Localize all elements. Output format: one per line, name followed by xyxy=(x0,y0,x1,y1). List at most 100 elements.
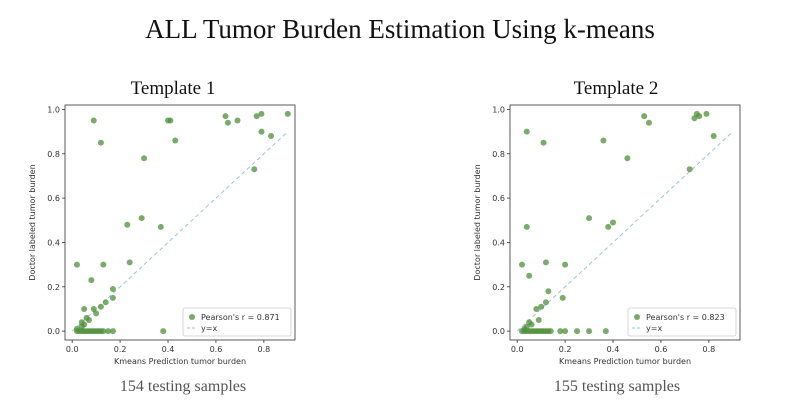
data-point xyxy=(160,328,167,335)
data-point xyxy=(641,113,648,120)
data-point xyxy=(157,223,164,230)
data-point xyxy=(138,215,145,222)
data-point xyxy=(542,299,549,306)
data-point xyxy=(167,117,174,124)
x-axis-label: Kmeans Prediction tumor burden xyxy=(114,357,246,366)
x-tick-label: 0.4 xyxy=(607,345,620,354)
data-point xyxy=(90,305,97,312)
data-point xyxy=(234,117,241,124)
data-point xyxy=(605,223,612,230)
x-tick-label: 0.8 xyxy=(702,345,715,354)
data-point xyxy=(253,113,260,120)
plot-frame xyxy=(509,104,741,341)
x-axis-label: Kmeans Prediction tumor burden xyxy=(559,357,691,366)
plot-frame xyxy=(64,104,296,341)
data-point xyxy=(102,299,109,306)
data-point xyxy=(172,137,179,144)
chart-2-scatter: 0.0 0.2 0.4 0.6 0.8 0.0 0.2 0.4 0.6 0.8 1.0 Kmeans … xyxy=(473,104,741,366)
data-point xyxy=(97,303,104,310)
data-point xyxy=(258,128,265,135)
data-point xyxy=(109,286,116,293)
data-point xyxy=(124,221,131,228)
data-point xyxy=(78,319,85,326)
main-title: ALL Tumor Burden Estimation Using k-mean… xyxy=(145,14,655,44)
legend-box xyxy=(182,307,292,337)
data-point xyxy=(109,294,116,301)
data-point xyxy=(88,277,95,284)
data-point xyxy=(535,317,542,324)
data-point xyxy=(100,328,107,335)
y-tick-label: 0.8 xyxy=(492,150,505,159)
data-point xyxy=(518,261,525,268)
y-tick-label: 0.2 xyxy=(492,283,505,292)
data-point xyxy=(559,294,566,301)
y-axis-label: Doctor labeled tumor burden xyxy=(473,164,482,280)
data-point xyxy=(141,155,148,162)
y-tick-label: 0.4 xyxy=(492,238,505,247)
data-point xyxy=(691,115,698,122)
legend-series-label: Pearson's r = 0.823 xyxy=(646,313,725,322)
data-point xyxy=(562,328,569,335)
legend-series-label: Pearson's r = 0.871 xyxy=(201,313,280,322)
data-point xyxy=(610,219,617,226)
data-point xyxy=(574,328,581,335)
chart-1-caption: 154 testing samples xyxy=(119,378,247,395)
legend-reference-label: y=x xyxy=(201,324,217,333)
data-point xyxy=(540,139,547,146)
y-axis-label: Doctor labeled tumor burden xyxy=(28,164,37,280)
chart-1-scatter: 0.0 0.2 0.4 0.6 0.8 0.0 0.2 0.4 0.6 0.8 1.0 Kmeans … xyxy=(28,104,296,366)
y-tick-label: 0.0 xyxy=(47,327,60,336)
data-point xyxy=(284,110,291,117)
chart-2-title: Template 2 xyxy=(573,78,659,99)
data-point xyxy=(222,113,229,120)
reference-line xyxy=(516,131,734,332)
data-point xyxy=(100,261,107,268)
chart-1-title: Template 1 xyxy=(130,78,216,99)
x-tick-label: 0.0 xyxy=(511,345,524,354)
y-tick-label: 1.0 xyxy=(492,105,505,114)
data-point xyxy=(73,261,80,268)
legend-point-marker xyxy=(634,314,640,320)
data-point xyxy=(523,323,530,330)
data-point xyxy=(542,259,549,266)
chart-2-caption: 155 testing samples xyxy=(553,378,681,395)
legend-point-marker xyxy=(189,314,195,320)
data-point xyxy=(126,259,133,266)
data-point xyxy=(693,110,700,117)
y-tick-label: 0.8 xyxy=(47,150,60,159)
y-tick-label: 0.6 xyxy=(492,194,505,203)
data-point xyxy=(97,139,104,146)
data-point xyxy=(73,325,80,332)
data-point xyxy=(83,314,90,321)
legend-box xyxy=(627,307,737,337)
data-point xyxy=(686,166,693,173)
x-tick-label: 0.4 xyxy=(162,345,175,354)
data-point xyxy=(258,110,265,117)
data-point xyxy=(624,155,631,162)
x-tick-label: 0.8 xyxy=(257,345,270,354)
legend-reference-label: y=x xyxy=(646,324,662,333)
data-point xyxy=(251,166,258,173)
data-point xyxy=(109,328,116,335)
x-tick-label: 0.2 xyxy=(114,345,127,354)
data-point xyxy=(93,310,100,317)
data-point xyxy=(600,137,607,144)
data-point xyxy=(545,288,552,295)
data-point xyxy=(557,328,564,335)
y-tick-label: 1.0 xyxy=(47,105,60,114)
data-point xyxy=(710,133,717,140)
data-point xyxy=(602,328,609,335)
data-point xyxy=(533,305,540,312)
data-point xyxy=(703,110,710,117)
data-point xyxy=(562,261,569,268)
y-tick-label: 0.2 xyxy=(47,283,60,292)
data-point xyxy=(526,319,533,326)
data-point xyxy=(538,303,545,310)
y-tick-label: 0.0 xyxy=(492,327,505,336)
data-point xyxy=(586,215,593,222)
data-point xyxy=(645,119,652,126)
data-point xyxy=(547,328,554,335)
x-tick-label: 0.6 xyxy=(210,345,223,354)
y-tick-label: 0.6 xyxy=(47,194,60,203)
data-point xyxy=(526,272,533,279)
